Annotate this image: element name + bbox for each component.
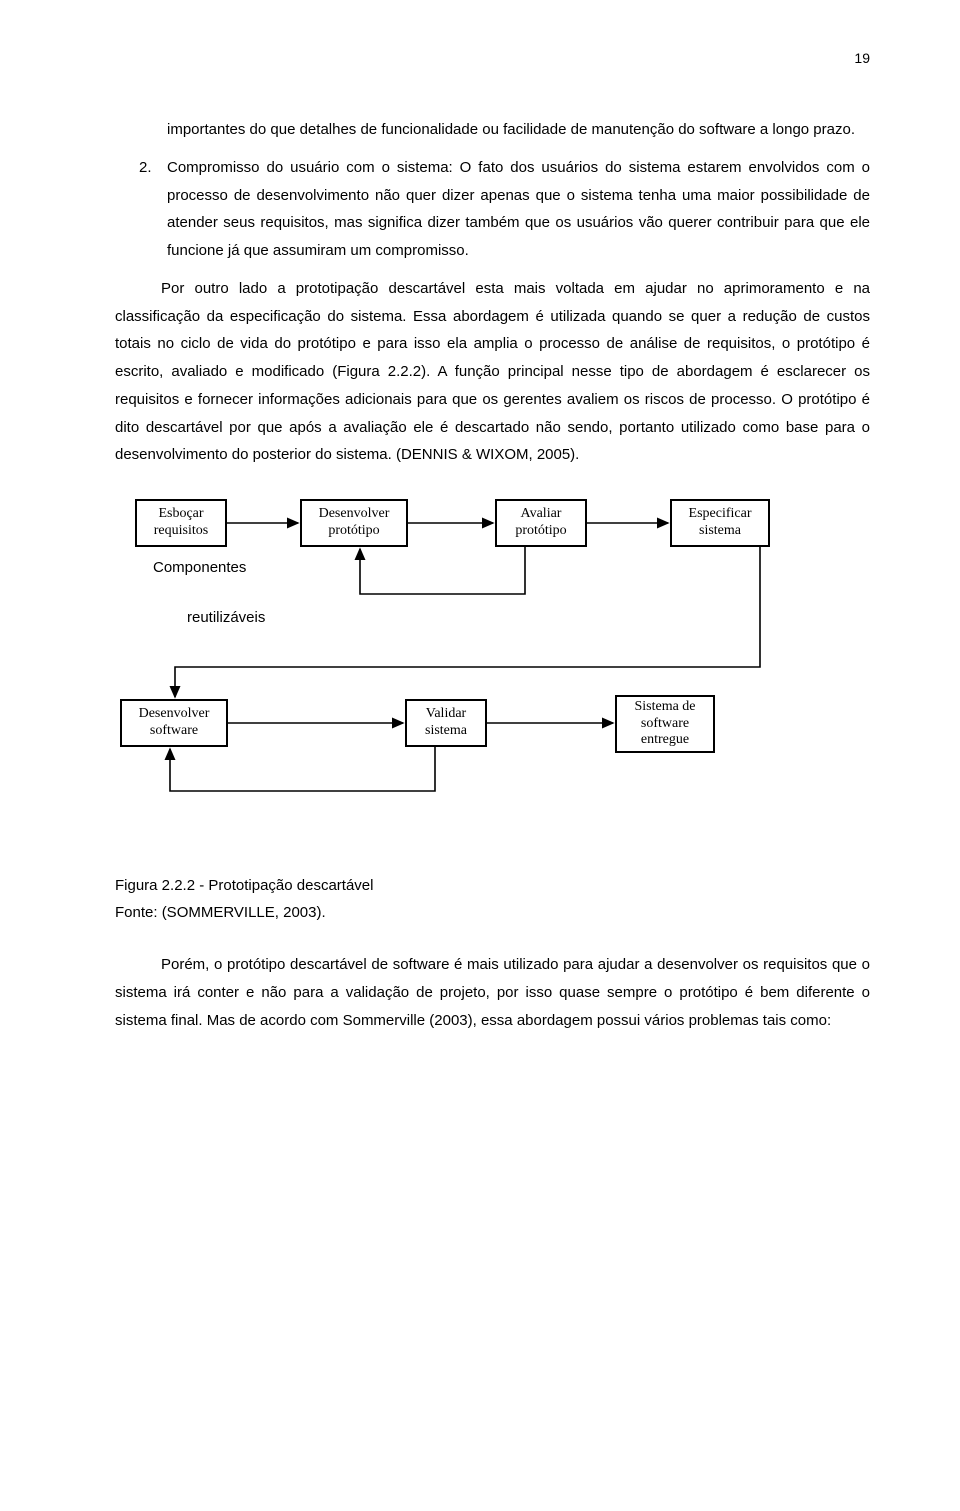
node-sistema-entregue: Sistema de software entregue (615, 695, 715, 753)
diagram-connectors (115, 499, 875, 829)
flowchart-diagram: Esboçar requisitos Desenvolver protótipo… (115, 499, 875, 829)
node-especificar-sistema: Especificar sistema (670, 499, 770, 547)
figure-source: Fonte: (SOMMERVILLE, 2003). (115, 901, 870, 925)
list-item-2-text: Compromisso do usuário com o sistema: O … (167, 159, 870, 259)
list-item-2-number: 2. (139, 154, 152, 182)
node-validar-sistema: Validar sistema (405, 699, 487, 747)
paragraph-2: Porém, o protótipo descartável de softwa… (115, 951, 870, 1034)
list-item-1-text: importantes do que detalhes de funcional… (167, 121, 855, 138)
list-item-1-continuation: importantes do que detalhes de funcional… (115, 116, 870, 144)
node-esbocar-requisitos: Esboçar requisitos (135, 499, 227, 547)
label-componentes: Componentes (153, 559, 246, 576)
page-number: 19 (115, 50, 870, 66)
node-desenvolver-software: Desenvolver software (120, 699, 228, 747)
node-avaliar-prototipo: Avaliar protótipo (495, 499, 587, 547)
list-item-2: 2. Compromisso do usuário com o sistema:… (115, 154, 870, 265)
figure-caption: Figura 2.2.2 - Prototipação descartável (115, 874, 870, 898)
label-reutilizaveis: reutilizáveis (187, 609, 265, 626)
node-desenvolver-prototipo: Desenvolver protótipo (300, 499, 408, 547)
paragraph-1: Por outro lado a prototipação descartáve… (115, 275, 870, 469)
